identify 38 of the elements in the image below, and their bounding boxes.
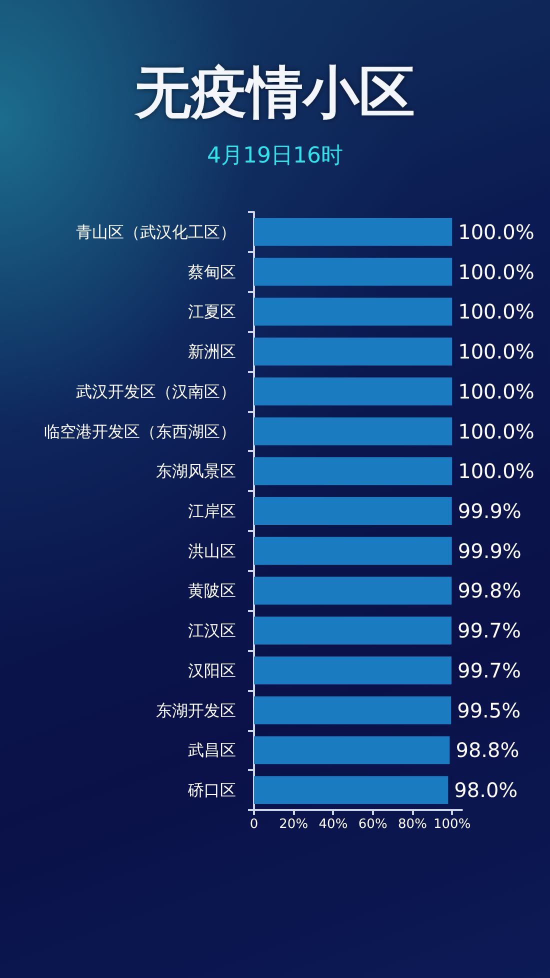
data-label: 99.9% (458, 538, 522, 563)
data-label: 99.7% (458, 618, 522, 643)
y-tick-label: 汉阳区 (188, 660, 236, 680)
y-tick-label: 江夏区 (188, 302, 236, 322)
x-tick-label: 0 (250, 817, 258, 832)
y-tick-label: 硚口区 (187, 780, 236, 800)
x-tick-label: 20% (279, 817, 308, 832)
y-tick-label: 临空港开发区（东西湖区） (44, 422, 236, 441)
data-label: 98.8% (456, 738, 520, 762)
chart-title: 无疫情小区 (134, 60, 415, 126)
data-label: 98.0% (454, 778, 518, 802)
data-label: 99.5% (457, 698, 521, 722)
y-tick-label: 武昌区 (188, 740, 236, 760)
y-tick-label: 蔡甸区 (188, 262, 236, 282)
y-tick-label: 新洲区 (188, 342, 236, 362)
data-label: 100.0% (458, 300, 534, 324)
data-label: 100.0% (458, 379, 534, 404)
y-tick-label: 洪山区 (188, 541, 236, 560)
x-tick-label: 60% (358, 817, 388, 832)
data-label: 100.0% (458, 340, 534, 364)
x-tick-label: 100% (434, 817, 471, 832)
data-label: 100.0% (458, 260, 534, 284)
y-tick-label: 青山区（武汉化工区） (76, 222, 236, 242)
y-tick-label: 江岸区 (188, 502, 236, 520)
data-label: 100.0% (458, 419, 534, 444)
data-label: 99.8% (458, 578, 522, 603)
x-tick-label: 80% (398, 817, 427, 832)
y-tick-label: 东湖风景区 (156, 462, 236, 481)
data-label: 99.9% (458, 499, 522, 523)
y-tick-label: 武汉开发区（汉南区） (76, 382, 236, 401)
x-tick-label: 40% (318, 817, 348, 832)
data-label: 100.0% (458, 459, 534, 484)
data-label: 100.0% (458, 220, 534, 244)
y-tick-label: 东湖开发区 (156, 700, 236, 720)
data-label: 99.7% (458, 658, 522, 682)
chart-subtitle: 4月19日16时 (207, 144, 343, 168)
y-tick-label: 江汉区 (188, 621, 236, 640)
y-tick-label: 黄陂区 (188, 581, 236, 600)
